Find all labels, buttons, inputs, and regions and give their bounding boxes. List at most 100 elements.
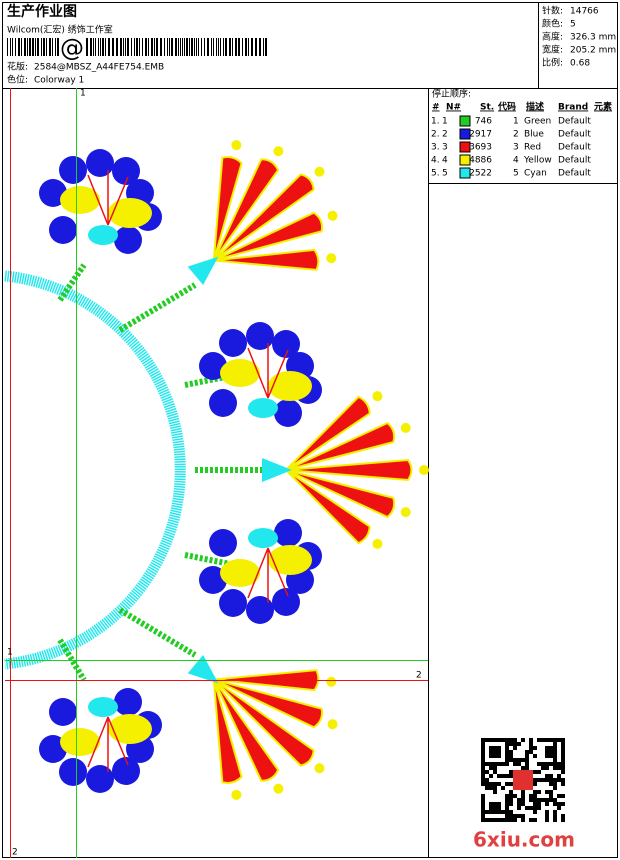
dot bbox=[419, 465, 429, 475]
qr-cell bbox=[481, 754, 485, 758]
bar-stripe bbox=[198, 38, 199, 56]
blue-petal bbox=[272, 588, 300, 616]
qr-cell bbox=[545, 750, 549, 754]
table-header: Brand bbox=[558, 103, 588, 113]
bar-stripe bbox=[191, 38, 193, 56]
qr-cell bbox=[505, 782, 509, 786]
bar-stripe bbox=[245, 38, 247, 56]
bar-stripe bbox=[95, 38, 96, 56]
flower bbox=[199, 322, 322, 427]
qr-cell bbox=[509, 814, 513, 818]
stem bbox=[118, 282, 197, 333]
qr-cell bbox=[505, 746, 509, 750]
qr-cell bbox=[505, 750, 509, 754]
qr-cell bbox=[517, 814, 521, 818]
qr-cell bbox=[537, 798, 541, 802]
qr-cell bbox=[509, 742, 513, 746]
qr-cell bbox=[549, 782, 553, 786]
qr-cell bbox=[513, 814, 517, 818]
blue-petal bbox=[114, 688, 142, 716]
qr-cell bbox=[533, 806, 537, 810]
qr-cell bbox=[521, 758, 525, 762]
qr-cell bbox=[521, 790, 525, 794]
stat-value: 326.3 mm bbox=[570, 33, 616, 43]
red-thread bbox=[87, 170, 129, 226]
row-num: 4. bbox=[431, 156, 440, 166]
bar-stripe bbox=[100, 38, 101, 56]
bar-stripe bbox=[12, 38, 13, 56]
qr-cell bbox=[545, 766, 549, 770]
qr-cell bbox=[561, 794, 565, 798]
bar-stripe bbox=[46, 38, 47, 56]
qr-cell bbox=[525, 762, 529, 766]
qr-cell bbox=[505, 818, 509, 822]
stat-label: 高度: bbox=[542, 31, 563, 43]
blue-petal bbox=[246, 322, 274, 350]
qr-cell bbox=[493, 738, 497, 742]
qr-cell bbox=[541, 778, 545, 782]
bar-stripe bbox=[151, 38, 153, 56]
blue-petal bbox=[59, 758, 87, 786]
qr-cell bbox=[481, 778, 485, 782]
qr-cell bbox=[509, 818, 513, 822]
qr-cell bbox=[505, 762, 509, 766]
dot bbox=[231, 789, 242, 800]
qr-cell bbox=[497, 818, 501, 822]
petal bbox=[213, 173, 315, 262]
qr-cell bbox=[557, 778, 561, 782]
bar-stripe bbox=[175, 38, 177, 56]
qr-cell bbox=[541, 766, 545, 770]
bar-stripe bbox=[251, 38, 253, 56]
bar-stripe bbox=[242, 38, 243, 56]
watermark: 6xiu.com bbox=[473, 828, 575, 852]
qr-cell bbox=[505, 774, 509, 778]
yellow-leaf bbox=[220, 559, 260, 587]
fan-base bbox=[187, 654, 219, 684]
qr-cell bbox=[505, 798, 509, 802]
bar-stripe bbox=[182, 38, 183, 56]
qr-cell bbox=[493, 746, 497, 750]
dot bbox=[314, 763, 325, 774]
qr-cell bbox=[561, 782, 565, 786]
red-thread bbox=[247, 343, 289, 399]
bar-stripe bbox=[201, 38, 202, 56]
bar-stripe bbox=[15, 38, 16, 56]
petal bbox=[213, 248, 320, 271]
qr-cell bbox=[521, 818, 525, 822]
qr-cell bbox=[497, 750, 501, 754]
stop-title: 停止顺序: bbox=[432, 88, 471, 100]
qr-cell bbox=[529, 798, 533, 802]
row-n: 1 bbox=[442, 117, 448, 127]
qr-cell bbox=[505, 802, 509, 806]
qr-cell bbox=[533, 802, 537, 806]
qr-cell bbox=[489, 766, 493, 770]
qr-cell bbox=[561, 754, 565, 758]
qr-cell bbox=[553, 778, 557, 782]
petal bbox=[285, 469, 371, 545]
bar-stripe bbox=[255, 38, 257, 56]
row-code: 4 bbox=[513, 156, 519, 166]
bar-stripe bbox=[27, 38, 28, 56]
qr-cell bbox=[533, 790, 537, 794]
row-desc: Red bbox=[524, 143, 541, 153]
stat-label: 颜色: bbox=[542, 18, 563, 30]
qr-cell bbox=[529, 742, 533, 746]
qr-cell bbox=[481, 802, 485, 806]
blue-petal bbox=[209, 389, 237, 417]
qr-cell bbox=[549, 750, 553, 754]
qr-cell bbox=[501, 818, 505, 822]
qr-cell bbox=[485, 778, 489, 782]
row-num: 1. bbox=[431, 117, 440, 127]
qr-cell bbox=[481, 774, 485, 778]
bar-stripe bbox=[196, 38, 197, 56]
qr-cell bbox=[513, 742, 517, 746]
qr-cell bbox=[537, 770, 541, 774]
row-num: 5. bbox=[431, 169, 440, 179]
bar-stripe bbox=[24, 38, 26, 56]
qr-cell bbox=[533, 778, 537, 782]
qr-cell bbox=[561, 802, 565, 806]
bar-stripe bbox=[189, 38, 190, 56]
bar-stripe bbox=[102, 38, 104, 56]
bar-stripe bbox=[156, 38, 158, 56]
